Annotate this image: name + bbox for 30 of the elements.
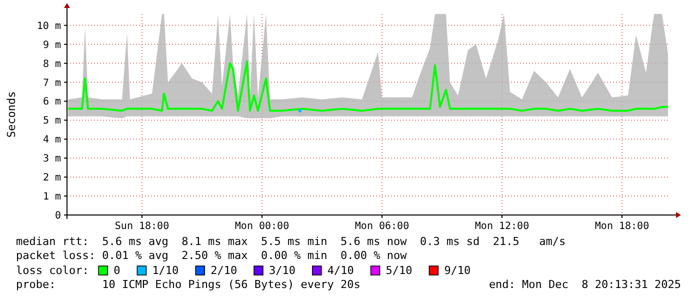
x-tick-label: Mon 18:00 [594, 221, 650, 232]
y-tick-label: 3 m [42, 154, 61, 165]
text: end: Mon Dec 8 20:13:31 2025 [488, 278, 681, 291]
y-tick-label: 5 m [42, 116, 61, 127]
y-tick-label: 1 m [42, 192, 61, 203]
text: probe: 10 ICMP Echo Pings (56 Bytes) every 20s [16, 278, 360, 291]
y-tick-label: 10 m [36, 20, 61, 32]
text: median rtt: 5.6 ms avg 8.1 ms max 5.5 ms min 5.6 ms now 0.3 ms sd 21.5 am/s [16, 235, 566, 248]
y-tick-label: 2 m [42, 172, 61, 184]
y-tick-label: 4 m [42, 134, 61, 146]
y-tick-label: 8 m [42, 58, 61, 70]
y-tick-label: 9 m [42, 40, 61, 51]
legend-label: 5/10 [386, 264, 412, 277]
text: packet loss: 0.01 % avg 2.50 % max 0.00 % min 0.00 % now [16, 249, 408, 262]
x-tick-label: Mon 06:00 [354, 221, 410, 232]
y-tick-label: 0 [54, 210, 61, 222]
legend-label: 4/10 [327, 264, 354, 277]
y-tick-label: 7 m [42, 78, 61, 89]
line-series [67, 60, 669, 112]
legend-label: 0 [114, 264, 120, 277]
legend-label: 2/10 [210, 264, 238, 277]
y-tick-label: 6 m [42, 96, 61, 108]
x-tick-label: Mon 00:00 [234, 221, 290, 232]
x-tick-label: Mon 12:00 [474, 221, 530, 232]
x-tick-label: Sun 18:00 [114, 221, 170, 232]
legend-label: 3/10 [269, 264, 296, 277]
legend-title: loss color: [16, 264, 89, 277]
y-axis-title: Seconds [5, 91, 18, 138]
legend-label: 1/10 [152, 264, 179, 277]
legend-label: 9/10 [444, 264, 471, 277]
